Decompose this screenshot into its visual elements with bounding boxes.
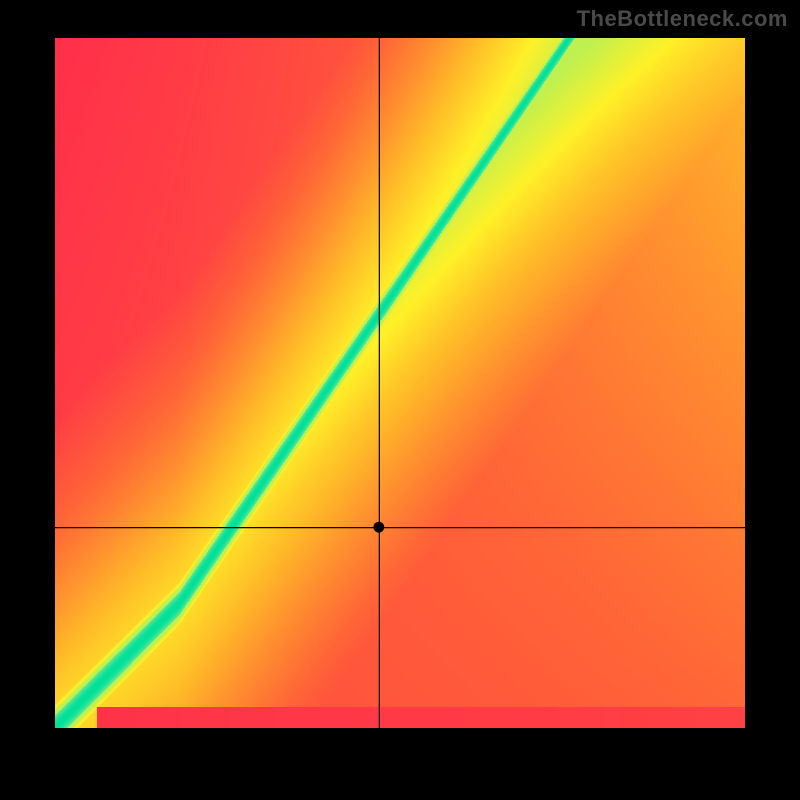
plot-area xyxy=(55,38,745,728)
heatmap-canvas xyxy=(55,38,745,728)
chart-container: TheBottleneck.com xyxy=(0,0,800,800)
watermark-text: TheBottleneck.com xyxy=(577,6,788,32)
